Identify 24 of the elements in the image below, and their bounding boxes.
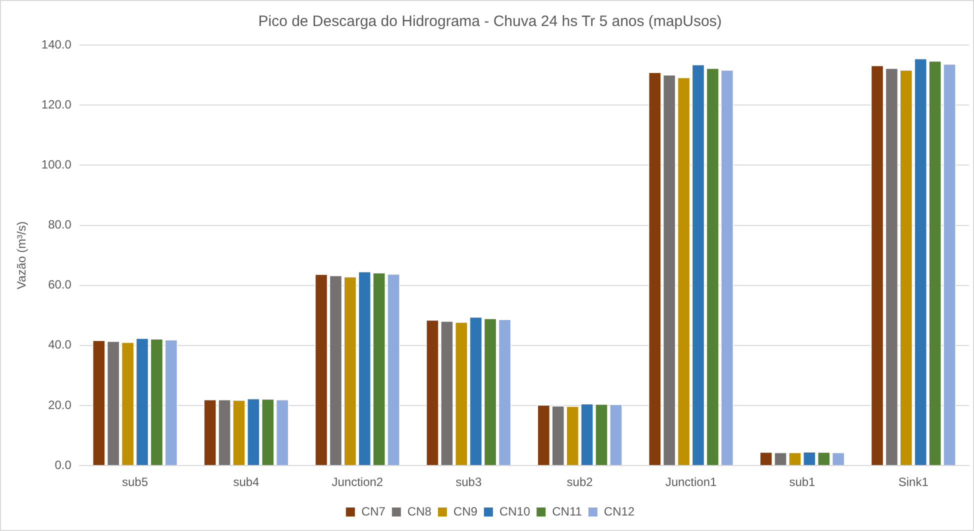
x-tick-label: Junction2 (332, 475, 384, 490)
legend-label: CN10 (499, 504, 530, 518)
legend-label: CN8 (407, 504, 432, 518)
x-tick-label: Junction1 (665, 475, 718, 490)
y-tick-label: 80.0 (48, 218, 72, 232)
y-tick-label: 0.0 (54, 458, 72, 472)
legend-label: CN9 (453, 504, 478, 518)
x-tick-label: sub2 (566, 475, 594, 490)
y-tick-label: 40.0 (48, 338, 72, 352)
y-tick-label: 140.0 (41, 37, 72, 52)
y-tick-label: 120.0 (41, 97, 72, 112)
y-tick-label: 20.0 (48, 398, 72, 412)
x-tick-label: sub1 (789, 475, 816, 490)
y-axis-title: Vazão (m³/s) (14, 221, 29, 290)
x-tick-label: sub5 (122, 475, 148, 490)
x-tick-label: Sink1 (898, 475, 929, 490)
legend-label: CN11 (552, 504, 582, 518)
chart-title: Pico de Descarga do Hidrograma - Chuva 24 hs Tr 5 anos (mapUsos) (258, 13, 722, 30)
legend-label: CN7 (361, 504, 386, 518)
x-tick-label: sub3 (456, 475, 482, 490)
legend-label: CN12 (604, 504, 635, 518)
x-tick-label: sub4 (233, 475, 260, 490)
y-tick-label: 60.0 (48, 278, 72, 292)
y-tick-label: 100.0 (41, 157, 72, 172)
